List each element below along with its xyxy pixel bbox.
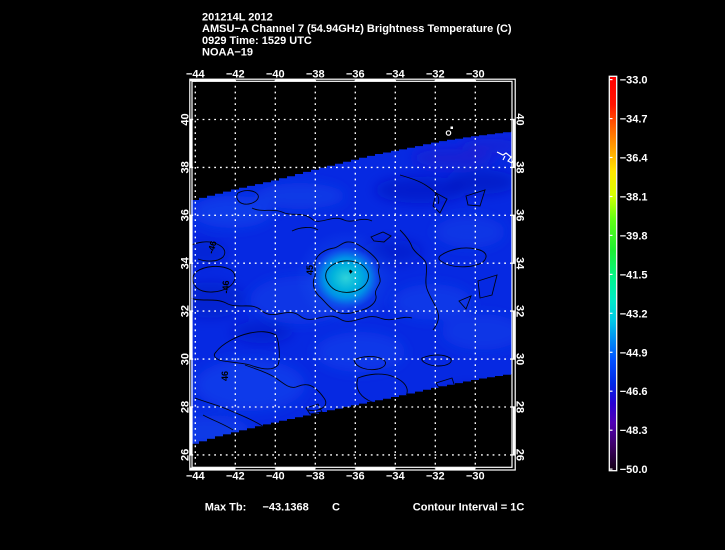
svg-text:−44.9: −44.9 (620, 347, 648, 359)
svg-text:−38: −38 (306, 471, 325, 483)
svg-text:34: 34 (514, 257, 526, 270)
svg-text:−36: −36 (346, 69, 365, 81)
svg-text:40: 40 (180, 113, 192, 125)
svg-text:-46: -46 (206, 240, 219, 255)
svg-text:−41.5: −41.5 (620, 269, 648, 281)
svg-text:−36: −36 (346, 471, 365, 483)
svg-text:−39.8: −39.8 (620, 230, 648, 242)
svg-text:−38.1: −38.1 (620, 192, 648, 204)
svg-text:32: 32 (180, 305, 192, 317)
svg-text:−40: −40 (266, 69, 285, 81)
svg-text:28: 28 (514, 401, 526, 413)
svg-text:26: 26 (180, 449, 192, 461)
svg-text:Contour Interval = 1C: Contour Interval = 1C (413, 502, 525, 514)
svg-text:−50.0: −50.0 (620, 464, 648, 476)
svg-text:−32: −32 (426, 471, 445, 483)
svg-text:−33.0: −33.0 (620, 75, 648, 87)
svg-text:28: 28 (180, 401, 192, 413)
svg-text:−32: −32 (426, 69, 445, 81)
svg-text:36: 36 (180, 209, 192, 221)
svg-text:−34: −34 (386, 471, 406, 483)
svg-text:−48.3: −48.3 (620, 425, 648, 437)
svg-text:26: 26 (514, 449, 526, 461)
svg-text:AMSU−A Channel 7 (54.94GHz) Br: AMSU−A Channel 7 (54.94GHz) Brightness T… (202, 23, 512, 35)
svg-text:30: 30 (514, 353, 526, 365)
svg-text:34: 34 (180, 256, 192, 269)
svg-text:40: 40 (514, 113, 526, 125)
svg-text:NOAA−19: NOAA−19 (202, 47, 253, 59)
svg-text:−40: −40 (266, 471, 285, 483)
svg-text:201214L 2012: 201214L 2012 (202, 12, 273, 24)
svg-text:32: 32 (514, 305, 526, 317)
svg-text:0929 Time: 1529 UTC: 0929 Time: 1529 UTC (202, 35, 312, 47)
svg-text:−34.7: −34.7 (620, 114, 648, 126)
svg-text:38: 38 (180, 161, 192, 173)
svg-text:−38: −38 (306, 69, 325, 81)
svg-text:38: 38 (514, 161, 526, 173)
svg-text:−43.2: −43.2 (620, 308, 648, 320)
svg-text:C: C (332, 502, 340, 514)
svg-text:46: 46 (220, 371, 230, 381)
svg-text:−30: −30 (466, 471, 485, 483)
svg-text:−34: −34 (386, 69, 406, 81)
svg-text:45: 45 (305, 265, 315, 275)
svg-text:30: 30 (180, 353, 192, 365)
svg-text:−42: −42 (226, 69, 245, 81)
svg-text:36: 36 (514, 209, 526, 221)
svg-text:-46: -46 (221, 280, 231, 293)
svg-text:−42: −42 (226, 471, 245, 483)
svg-text:Max Tb:: Max Tb: (205, 502, 247, 514)
svg-text:−44: −44 (186, 69, 206, 81)
svg-text:−36.4: −36.4 (620, 153, 649, 165)
svg-text:−43.1368: −43.1368 (263, 502, 309, 514)
svg-text:−30: −30 (466, 69, 485, 81)
svg-text:−44: −44 (186, 471, 206, 483)
svg-text:−46.6: −46.6 (620, 386, 648, 398)
